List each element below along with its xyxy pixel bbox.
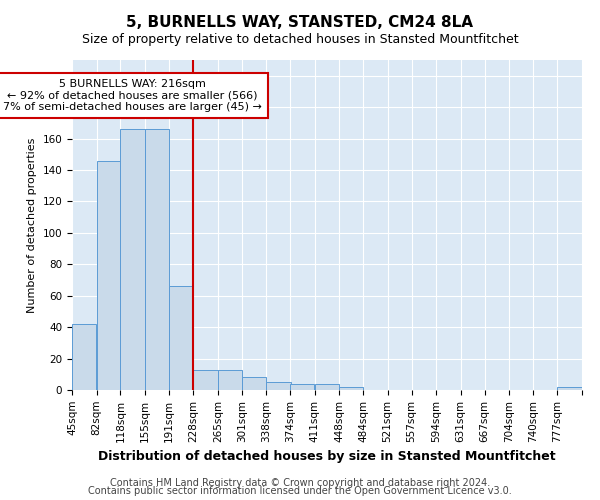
Text: Contains public sector information licensed under the Open Government Licence v3: Contains public sector information licen… — [88, 486, 512, 496]
Y-axis label: Number of detached properties: Number of detached properties — [27, 138, 37, 312]
Bar — [72, 324, 96, 390]
Bar — [218, 370, 242, 390]
X-axis label: Distribution of detached houses by size in Stansted Mountfitchet: Distribution of detached houses by size … — [98, 450, 556, 463]
Bar — [169, 286, 193, 390]
Bar — [339, 387, 364, 390]
Bar — [557, 387, 581, 390]
Text: Contains HM Land Registry data © Crown copyright and database right 2024.: Contains HM Land Registry data © Crown c… — [110, 478, 490, 488]
Bar — [121, 129, 145, 390]
Bar — [266, 382, 290, 390]
Bar — [97, 160, 121, 390]
Bar — [315, 384, 339, 390]
Text: 5 BURNELLS WAY: 216sqm
← 92% of detached houses are smaller (566)
7% of semi-det: 5 BURNELLS WAY: 216sqm ← 92% of detached… — [3, 79, 262, 112]
Bar — [145, 129, 169, 390]
Text: 5, BURNELLS WAY, STANSTED, CM24 8LA: 5, BURNELLS WAY, STANSTED, CM24 8LA — [127, 15, 473, 30]
Text: Size of property relative to detached houses in Stansted Mountfitchet: Size of property relative to detached ho… — [82, 32, 518, 46]
Bar — [290, 384, 314, 390]
Bar — [193, 370, 218, 390]
Bar — [242, 378, 266, 390]
